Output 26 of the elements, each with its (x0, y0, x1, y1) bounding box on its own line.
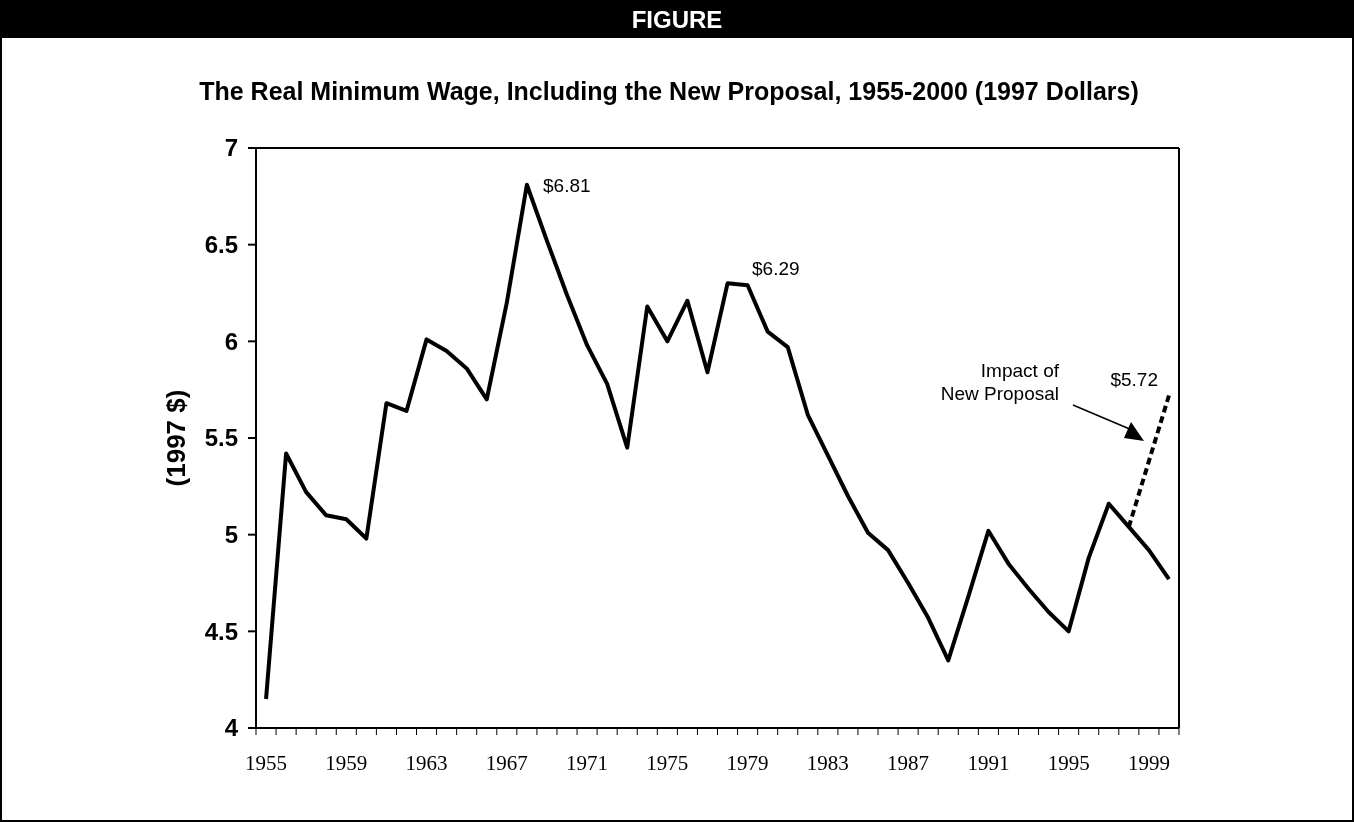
x-tick-label: 1999 (1127, 751, 1170, 775)
y-tick-label: 5 (224, 521, 238, 549)
x-tick-label: 1979 (726, 751, 769, 775)
annotation: $5.72 (1110, 369, 1158, 390)
y-axis-title: (1997 $) (161, 389, 191, 487)
x-tick-label: 1995 (1047, 751, 1090, 775)
x-tick-label: 1967 (485, 751, 528, 775)
y-tick-label: 7 (224, 134, 238, 162)
chart-subtitle: The Real Minimum Wage, Including the New Proposal, 1955-2000 (1997 Dollars) (199, 77, 1139, 105)
x-tick-label: 1991 (967, 751, 1010, 775)
y-tick-label: 4.5 (204, 617, 238, 645)
x-tick-label: 1955 (245, 751, 288, 775)
y-tick-label: 4 (224, 714, 239, 742)
x-tick-label: 1959 (325, 751, 368, 775)
x-tick-label: 1963 (405, 751, 448, 775)
chart-title: FIGURE (631, 6, 723, 33)
annotation: $6.29 (752, 258, 800, 279)
x-tick-label: 1971 (566, 751, 609, 775)
y-tick-label: 6 (224, 327, 238, 355)
annotation: Impact of New Proposal (940, 360, 1060, 404)
y-tick-label: 5.5 (204, 424, 238, 452)
y-tick-label: 6.5 (204, 231, 238, 259)
x-tick-label: 1987 (887, 751, 930, 775)
x-tick-label: 1983 (806, 751, 849, 775)
annotation: $6.81 (543, 175, 591, 196)
x-tick-label: 1975 (646, 751, 689, 775)
